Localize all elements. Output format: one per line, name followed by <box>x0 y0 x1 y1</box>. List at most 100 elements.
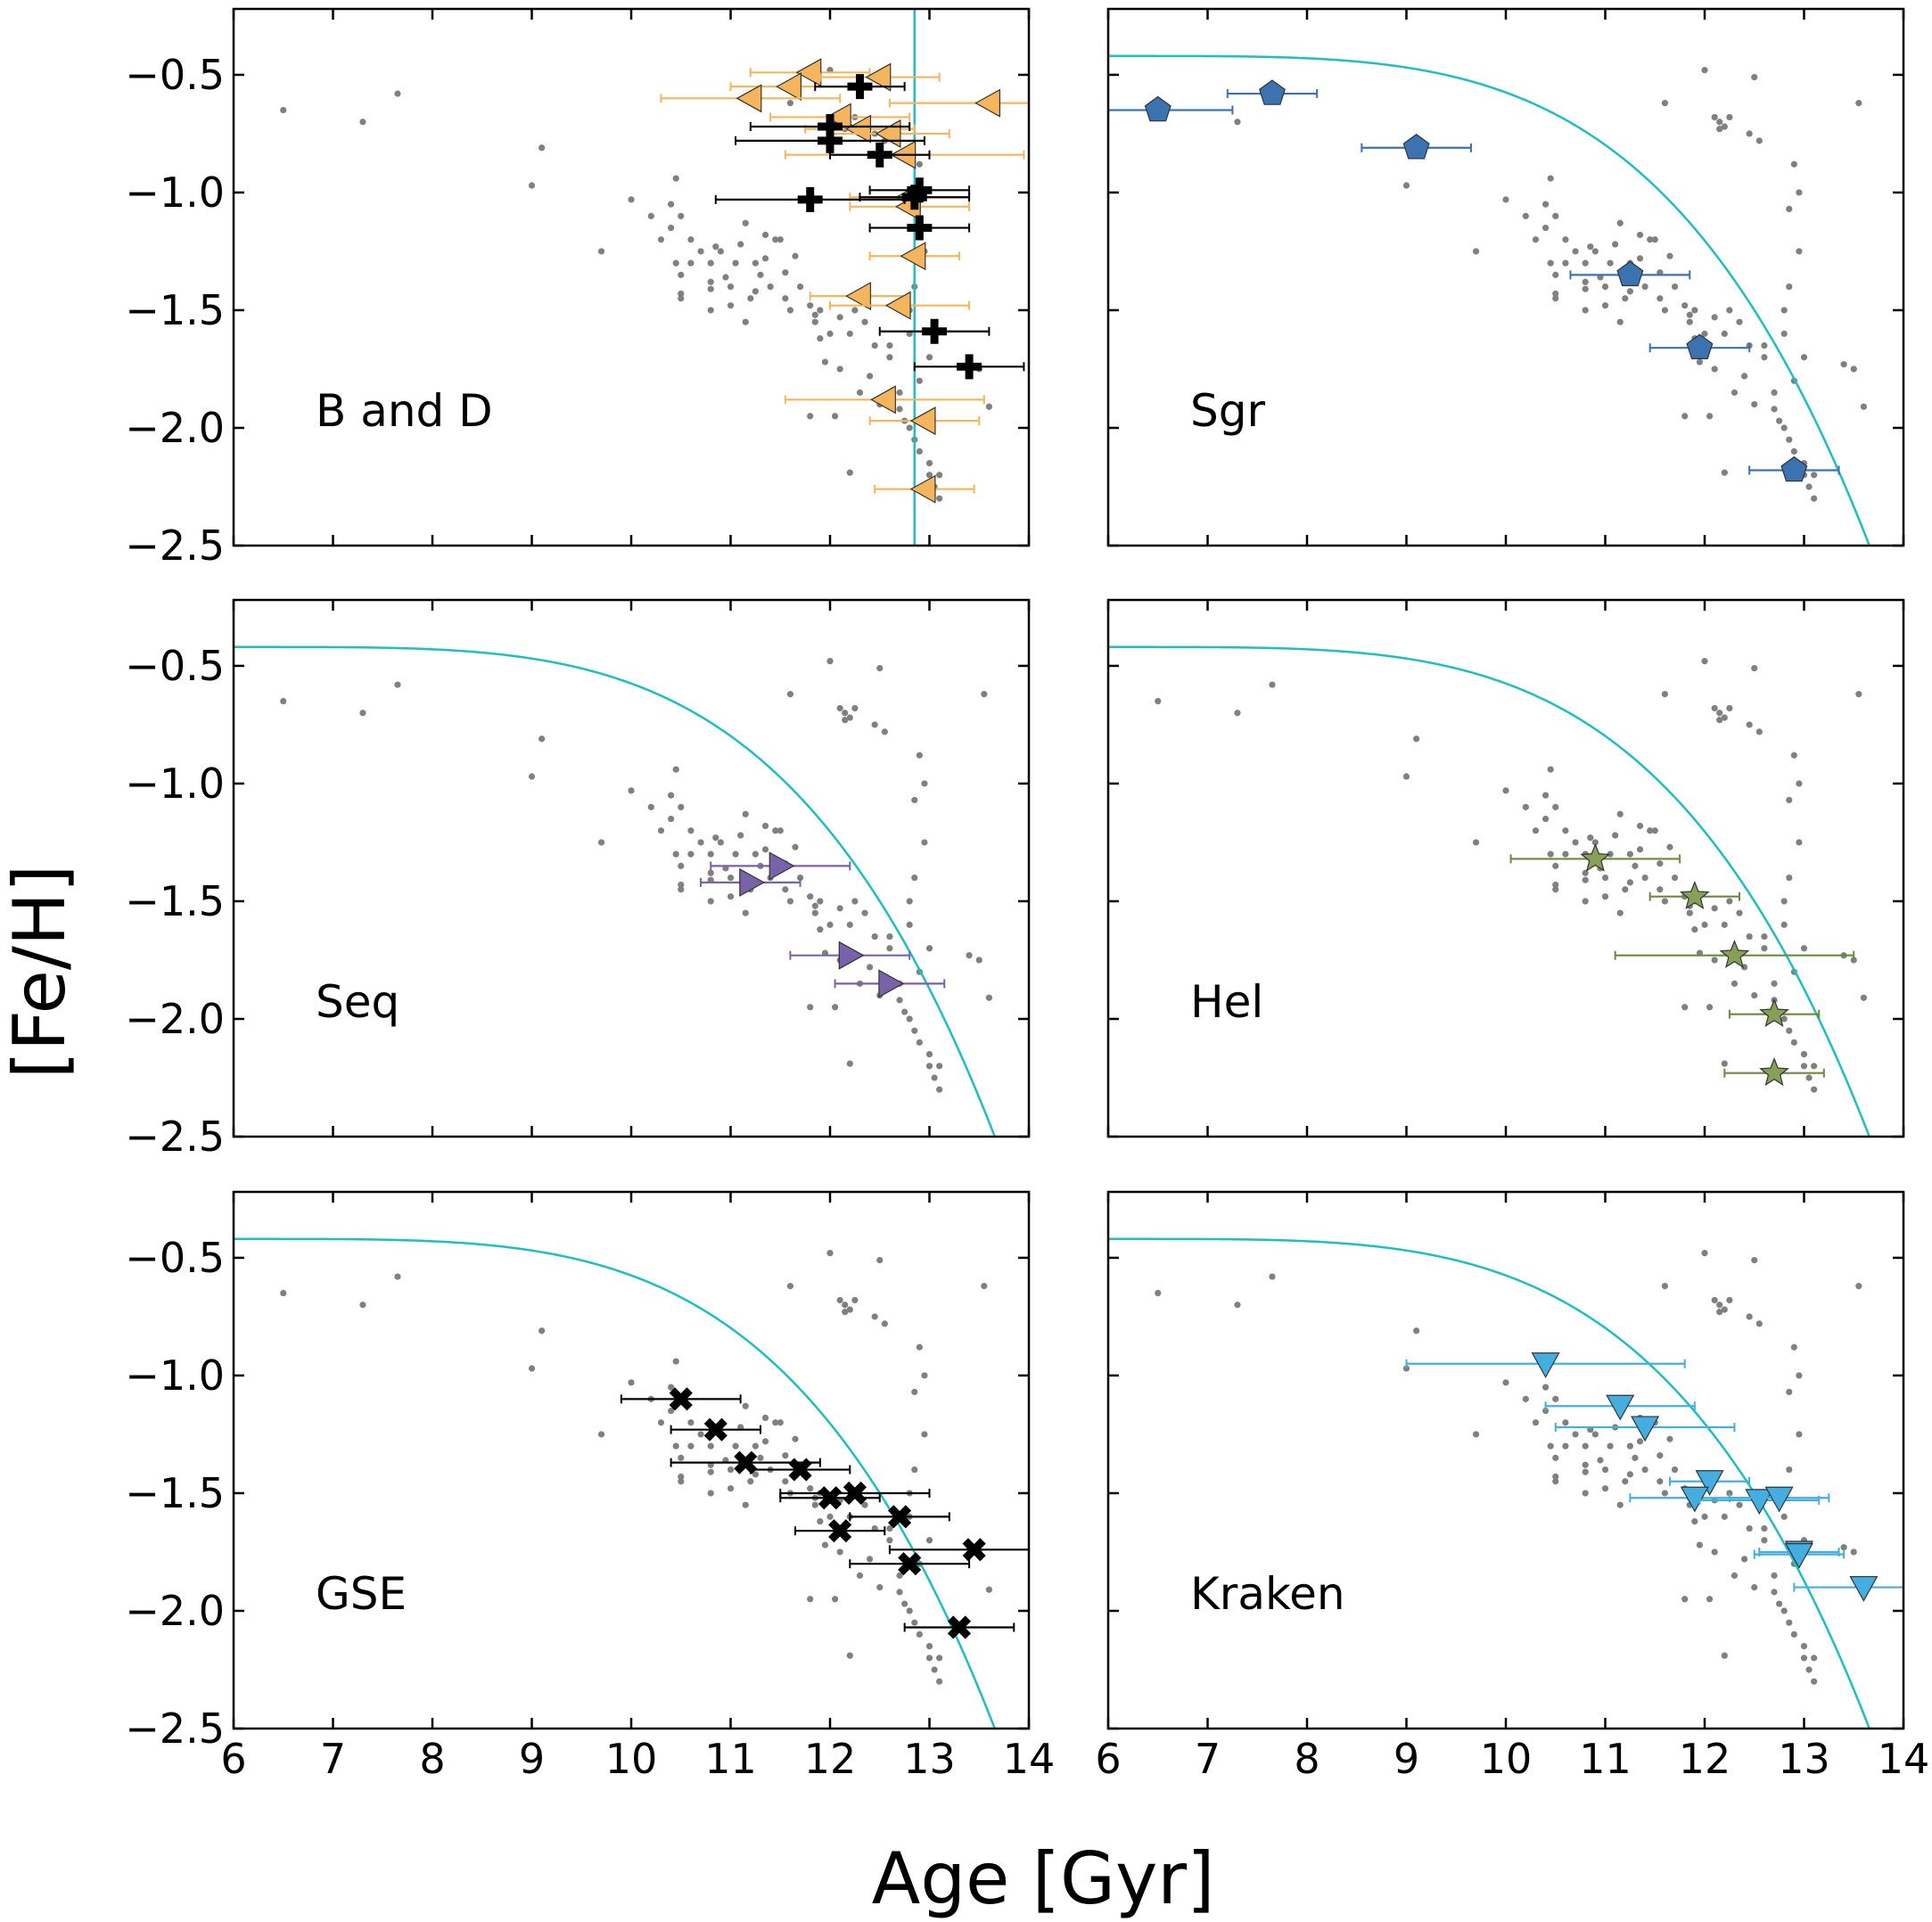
background-point <box>1622 295 1629 302</box>
background-point <box>871 721 878 728</box>
plot-area <box>234 1237 1029 1729</box>
background-point <box>911 1388 918 1396</box>
background-point <box>1632 862 1639 869</box>
background-point <box>896 1572 903 1579</box>
data-point-kraken <box>1784 1543 1813 1569</box>
x-tick-label: 8 <box>1294 1735 1320 1783</box>
background-point <box>846 1652 853 1659</box>
background-point <box>925 1063 933 1070</box>
background-point <box>796 874 804 882</box>
background-point <box>1647 827 1654 834</box>
y-tick-label: −2.0 <box>125 995 225 1043</box>
background-point <box>672 766 679 773</box>
background-point <box>1616 810 1624 817</box>
background-point <box>1771 1572 1778 1579</box>
background-point <box>916 752 923 759</box>
background-point <box>881 1320 888 1327</box>
background-point <box>1716 1302 1723 1309</box>
background-point <box>1786 205 1793 213</box>
background-point <box>1780 1513 1788 1520</box>
background-point <box>712 834 719 842</box>
background-point <box>871 1313 878 1320</box>
background-point <box>786 898 794 905</box>
data-point-b-and-d <box>797 186 823 212</box>
background-point <box>1771 406 1778 413</box>
background-point <box>668 1407 675 1415</box>
background-point <box>1522 803 1529 810</box>
background-point <box>1402 1365 1410 1372</box>
background-point <box>1741 1556 1748 1563</box>
background-point <box>1840 1544 1847 1551</box>
background-point <box>792 1435 799 1442</box>
x-tick-label: 14 <box>1878 1735 1930 1783</box>
background-point <box>678 886 685 893</box>
background-point <box>1234 1302 1241 1309</box>
background-point <box>1711 1296 1718 1304</box>
background-point <box>1701 1513 1708 1520</box>
panel-frame <box>232 598 1031 1138</box>
background-point <box>836 366 843 373</box>
background-point <box>1840 361 1847 368</box>
background-point <box>886 932 893 940</box>
background-point <box>1780 1015 1788 1023</box>
background-point <box>782 295 789 302</box>
data-point-sgr <box>1402 134 1430 160</box>
background-point <box>707 898 714 905</box>
background-point <box>672 259 679 267</box>
data-point-b-and-d <box>865 62 892 92</box>
background-point <box>1796 839 1803 846</box>
background-point <box>846 921 853 928</box>
background-point <box>1671 1466 1679 1474</box>
background-point <box>901 1600 908 1607</box>
background-point <box>1661 691 1668 698</box>
background-point <box>1746 721 1753 728</box>
y-tick-label: −2.0 <box>125 404 225 452</box>
background-point <box>597 839 605 846</box>
background-point <box>1805 1666 1813 1673</box>
background-point <box>1413 735 1420 743</box>
background-point <box>886 354 893 361</box>
data-point-b-and-d <box>884 291 911 320</box>
background-point <box>742 219 749 226</box>
background-point <box>1731 389 1739 396</box>
data-point-b-and-d <box>845 282 872 311</box>
background-point <box>1582 285 1589 292</box>
background-point <box>717 839 724 846</box>
x-tick-label: 11 <box>1579 1735 1632 1783</box>
background-point <box>1811 1678 1818 1685</box>
background-point <box>1657 860 1664 867</box>
background-point <box>1790 160 1797 168</box>
background-point <box>1582 1442 1589 1450</box>
background-point <box>1472 839 1480 846</box>
background-point <box>1751 664 1758 672</box>
data-point-sgr <box>1144 95 1172 122</box>
background-point <box>782 1452 789 1459</box>
background-point <box>1786 1619 1793 1626</box>
data-point-b-and-d <box>818 114 843 140</box>
background-point <box>1706 413 1714 420</box>
background-point <box>761 822 769 830</box>
background-point <box>826 1250 834 1257</box>
background-point <box>1572 839 1579 846</box>
x-tick-label: 10 <box>1480 1735 1533 1783</box>
background-point <box>1811 1063 1818 1070</box>
background-point <box>1661 898 1668 905</box>
background-point <box>1790 1630 1797 1638</box>
background-point <box>1805 1074 1813 1081</box>
background-point <box>1612 832 1619 839</box>
x-tick-label: 13 <box>1778 1735 1830 1783</box>
background-point <box>1711 1548 1718 1556</box>
background-point <box>359 710 366 717</box>
background-point <box>1587 834 1594 842</box>
background-point <box>876 1583 884 1591</box>
background-point <box>1731 980 1739 987</box>
background-point <box>1796 1372 1803 1379</box>
background-point <box>1721 921 1728 928</box>
background-point <box>1671 874 1679 882</box>
background-point <box>1582 278 1589 285</box>
background-point <box>597 248 605 255</box>
background-point <box>1755 728 1763 735</box>
background-point <box>528 773 536 780</box>
background-point <box>1701 921 1708 928</box>
background-point <box>1761 354 1768 361</box>
